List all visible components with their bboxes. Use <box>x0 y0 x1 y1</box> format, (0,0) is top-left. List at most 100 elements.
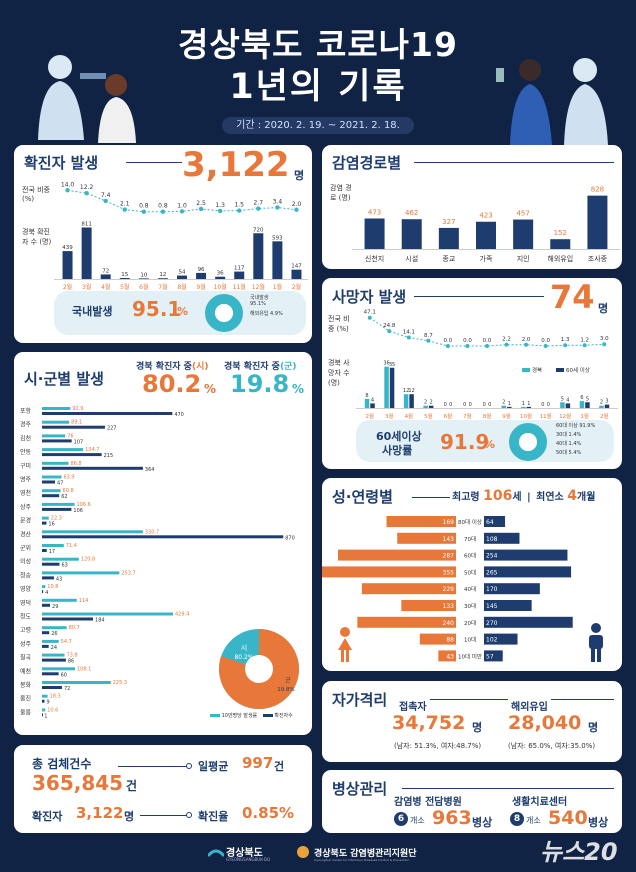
count-label: 439 <box>62 245 73 251</box>
death-ratio-point <box>602 342 607 347</box>
hospital-label: 감염병 전담병원 <box>394 797 462 808</box>
confirmed-count-label: 경북 확진자 수 (명) <box>22 228 52 246</box>
ratio-label: 0.8 <box>158 203 168 210</box>
male-bar <box>484 583 540 595</box>
deaths-chart: 47.1 24.8 14.1 8.7 0.0 0.0 0.0 2.2 2.0 0.0 1.3 1.2 3… <box>356 310 618 420</box>
death-ratio-point <box>465 344 470 348</box>
routes-title: 감염경로별 <box>332 154 402 172</box>
male-bar <box>484 549 568 561</box>
pie-hole <box>245 655 273 683</box>
count-label: 720 <box>253 227 264 233</box>
death-age60-bar <box>428 405 434 408</box>
route-value: 152 <box>554 229 567 237</box>
quarantine-title: 자가격리 <box>332 691 388 709</box>
death-ratio-label: 2.2 <box>502 337 511 343</box>
age-sex-chart: 169 80대 이상 64 143 70대 108 287 60대 254 355 50대 265 22… <box>322 516 573 662</box>
city-rate-label: 134.7 <box>85 447 99 453</box>
death-ratio-point <box>563 343 568 348</box>
age-group-label: 80대 이상 <box>458 518 482 526</box>
routes-axis-label: 감염 경로 (명) <box>330 184 352 202</box>
tests-total-unit: 건 <box>126 779 138 793</box>
title-line2: 1년의 기록 <box>229 67 407 107</box>
female-bar <box>322 566 456 578</box>
route-bar <box>364 218 385 249</box>
quarantine-panel: 자가격리 접촉자 해외유입 34,752 명 28,040 명 (남자: 51.… <box>322 681 622 762</box>
city-rate-bar <box>42 489 61 493</box>
male-bar <box>484 633 518 645</box>
death-ratio-label: 1.3 <box>561 337 570 343</box>
ratio-point <box>198 206 204 212</box>
city-count-bar <box>42 507 72 511</box>
pie-county-label: 군 <box>285 677 291 684</box>
death-age60-label: 0 <box>469 402 472 408</box>
city-rate-bar <box>42 448 84 452</box>
city-count-label: 47 <box>57 481 63 487</box>
death-total-label: 5 <box>561 396 564 402</box>
title-line1: 경상북도 코로나19 <box>178 25 458 64</box>
death-month-label: 4월 <box>405 412 414 420</box>
count-label: 117 <box>234 266 245 272</box>
city-rate-bar <box>42 694 48 698</box>
death-age60-label: 35 <box>389 362 395 368</box>
footer-cdc-name: 경상북도 감염병관리지원단 <box>314 849 417 859</box>
ratio-label: 2.1 <box>120 201 130 208</box>
female-value: 240 <box>443 620 455 627</box>
city-count-label: 4 <box>45 590 48 596</box>
pie-city-label: 시 <box>241 644 247 652</box>
death-ratio-point <box>426 338 431 343</box>
month-label: 10월 <box>214 283 227 291</box>
city-rate-label: 80.7 <box>69 625 80 631</box>
city-name: 울릉 <box>20 709 32 716</box>
city-count-label: 364 <box>145 467 155 473</box>
pie-city-value: 80.2% <box>234 654 253 661</box>
death-ratio-point <box>445 344 450 348</box>
age-sex-panel: 성·연령별 최고령 106세 | 최연소 4개월 169 80대 이상 64 143 7… <box>322 478 622 671</box>
tests-confirmed-unit: 명 <box>124 810 135 823</box>
death-ratio-point <box>387 329 392 334</box>
age-sex-title: 성·연령별 <box>332 488 393 506</box>
city-count-label: 470 <box>174 412 184 418</box>
city-rate-label: 330.7 <box>145 529 159 535</box>
death-ratio-point <box>582 343 587 348</box>
city-name: 포항 <box>20 407 32 415</box>
death-total-label: 6 <box>580 395 583 401</box>
death-ratio-label: 24.8 <box>383 323 396 329</box>
domestic-pill <box>54 291 306 335</box>
deaths-title: 사망자 발생 <box>332 288 407 306</box>
city-rate-bar <box>42 557 79 561</box>
city-count-bar <box>42 562 60 566</box>
death-ratio-label: 47.1 <box>364 310 376 316</box>
city-name: 경산 <box>20 530 32 538</box>
route-label: 시설 <box>405 255 418 263</box>
ratio-point <box>294 207 299 212</box>
city-count-label: 1 <box>44 713 47 719</box>
route-bar <box>401 219 422 249</box>
city-rate-bar <box>42 420 70 424</box>
city-suffix: (시) <box>191 362 209 372</box>
pie-legend-item: 50대 5.4% <box>556 450 582 456</box>
death-total-label: 0 <box>541 402 544 408</box>
domestic-donut <box>205 294 243 332</box>
pie-legend-item: 60대 이상 91.9% <box>556 423 596 429</box>
deaths-ratio-label: 전국 비중 (%) <box>328 315 350 333</box>
age-group-label: 40대 <box>464 585 476 593</box>
male-bar <box>484 566 572 578</box>
count-bar <box>81 227 92 279</box>
city-count-label: 62 <box>61 494 67 500</box>
city-rate-label: 54.7 <box>61 639 72 645</box>
city-count-bar <box>42 576 54 580</box>
ratio-point <box>275 205 280 210</box>
death-ratio-label: 0.0 <box>444 338 453 344</box>
month-label: 5월 <box>120 283 129 291</box>
count-label: 36 <box>217 271 224 277</box>
death-total-label: 8 <box>365 393 368 399</box>
ratio-label: 0.8 <box>139 203 149 210</box>
death-age60-bar <box>370 403 375 408</box>
route-value: 423 <box>479 212 492 220</box>
ratio-point <box>122 207 127 212</box>
city-rate-label: 114 <box>79 598 89 604</box>
cities-panel: 시·군별 발생 경북 확진자 중(시) 경북 확진자 중(군) 80.2 % 1… <box>14 352 312 735</box>
city-count-bar <box>42 480 56 484</box>
center-count: 8 <box>510 812 524 826</box>
month-label: 11월 <box>233 283 246 291</box>
